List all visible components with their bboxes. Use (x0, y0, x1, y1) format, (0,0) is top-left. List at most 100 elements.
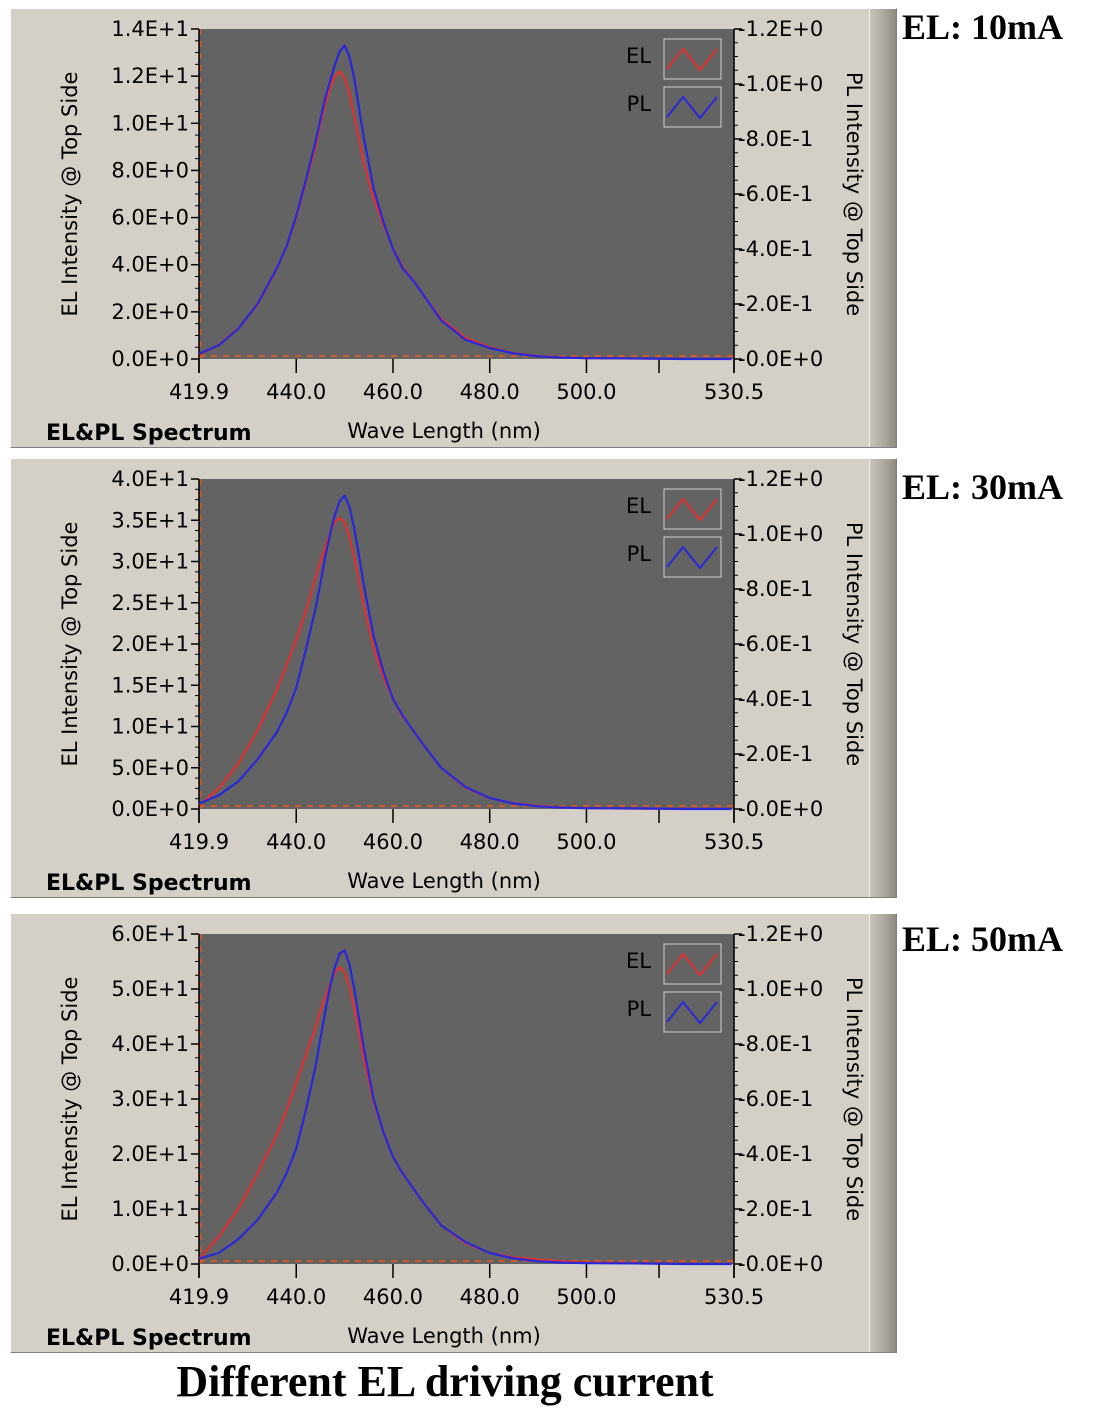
x-axis-label: Wave Length (nm) (347, 419, 541, 443)
x-axis-label: Wave Length (nm) (347, 1324, 541, 1348)
side-label-30ma: EL: 30mA (902, 467, 1063, 507)
legend-label-pl: PL (627, 92, 652, 116)
legend-swatch-line-el (666, 47, 718, 72)
panel-scroll-rail (869, 459, 896, 897)
legend-swatch-box (663, 943, 722, 985)
y-right-tick-label: -4.0E-1 (738, 1142, 813, 1166)
y-left-tick-label: 0.0E+0 (111, 1252, 189, 1276)
y-right-tick-label: -8.0E-1 (738, 127, 813, 151)
x-tick-label: 500.0 (556, 830, 616, 854)
x-tick-label: 530.5 (704, 830, 764, 854)
y-right-tick-label: -6.0E-1 (738, 182, 813, 206)
series-line-el (198, 965, 732, 1265)
y-left-tick-label: 6.0E+0 (111, 206, 189, 230)
legend-swatch-box (663, 38, 722, 80)
y-right-tick-label: -2.0E-1 (738, 292, 813, 316)
side-label-10ma: EL: 10mA (902, 7, 1063, 47)
y-left-tick-label: 8.0E+0 (111, 158, 189, 182)
panel-scroll-rail (869, 9, 896, 447)
series-line-pl (199, 949, 732, 1266)
y-right-tick-label: -6.0E-1 (738, 632, 813, 656)
x-tick-label: 460.0 (363, 830, 423, 854)
y-left-tick-label: 1.4E+1 (111, 17, 189, 41)
legend-swatch-box (663, 488, 722, 530)
y-right-tick-label: -1.2E+0 (738, 17, 823, 41)
series-line-pl (199, 44, 732, 361)
chart-panel-1: 0.0E+0 2.0E+0 4.0E+0 6.0E+0 8.0E+0 1.0E+1 1.2E… (10, 8, 897, 448)
legend-label-el: EL (626, 494, 651, 518)
x-tick-label: 460.0 (363, 380, 423, 404)
x-tick-label: 460.0 (363, 1285, 423, 1309)
legend-swatch-box (663, 536, 722, 578)
y-left-tick-label: 1.0E+1 (111, 1197, 189, 1221)
plot-area (199, 934, 734, 1264)
chart-panel-3: 0.0E+0 1.0E+1 2.0E+1 3.0E+1 4.0E+1 5.0E+1 6.0E… (10, 913, 897, 1353)
y-left-tick-label: 6.0E+1 (111, 922, 189, 946)
chart-title: EL&PL Spectrum (46, 1326, 252, 1351)
x-tick-label: 419.9 (169, 380, 229, 404)
plot-area (199, 479, 734, 809)
series-line-pl (199, 494, 732, 811)
y-left-tick-label: 1.0E+1 (111, 715, 189, 739)
legend-label-pl: PL (627, 997, 652, 1021)
y-right-tick-label: -4.0E-1 (738, 687, 813, 711)
x-tick-label: 419.9 (169, 1285, 229, 1309)
y-left-tick-label: 3.5E+1 (111, 508, 189, 532)
y-left-tick-label: 2.0E+1 (111, 632, 189, 656)
y-left-tick-label: 2.0E+0 (111, 300, 189, 324)
x-tick-label: 480.0 (460, 380, 520, 404)
y-right-tick-label: -1.2E+0 (738, 467, 823, 491)
y-right-tick-label: -4.0E-1 (738, 237, 813, 261)
y-right-tick-label: -0.0E+0 (738, 1252, 823, 1276)
y-left-tick-label: 1.5E+1 (111, 673, 189, 697)
y-left-tick-label: 4.0E+1 (111, 467, 189, 491)
legend-swatch-line-pl (666, 545, 718, 570)
y-left-axis-label: EL Intensity @ Top Side (58, 72, 82, 317)
y-right-tick-label: -1.0E+0 (738, 977, 823, 1001)
y-left-tick-label: 3.0E+1 (111, 550, 189, 574)
chart-title: EL&PL Spectrum (46, 871, 252, 896)
x-tick-label: 480.0 (460, 1285, 520, 1309)
legend-swatch-line-el (666, 952, 718, 977)
y-right-tick-label: -8.0E-1 (738, 1032, 813, 1056)
x-tick-label: 530.5 (704, 1285, 764, 1309)
legend-label-el: EL (626, 949, 651, 973)
legend-swatch-line-pl (666, 95, 718, 120)
y-left-axis-label: EL Intensity @ Top Side (58, 977, 82, 1222)
chart-svg-3: 0.0E+0 1.0E+1 2.0E+1 3.0E+1 4.0E+1 5.0E+1 6.0E… (46, 922, 866, 1351)
y-right-axis-label: PL Intensity @ Top Side (842, 522, 866, 766)
x-tick-label: 440.0 (266, 1285, 326, 1309)
footer-caption: Different EL driving current (176, 1357, 714, 1406)
plot-area (199, 29, 734, 359)
side-label-50ma: EL: 50mA (902, 919, 1063, 959)
x-tick-label: 500.0 (556, 1285, 616, 1309)
x-axis-label: Wave Length (nm) (347, 869, 541, 893)
y-left-tick-label: 5.0E+1 (111, 977, 189, 1001)
legend-swatch-line-pl (666, 1000, 718, 1025)
y-right-tick-label: -2.0E-1 (738, 742, 813, 766)
y-right-tick-label: -6.0E-1 (738, 1087, 813, 1111)
y-left-axis-label: EL Intensity @ Top Side (58, 522, 82, 767)
y-left-tick-label: 1.0E+1 (111, 111, 189, 135)
panel-scroll-rail (869, 914, 896, 1352)
y-right-axis-label: PL Intensity @ Top Side (842, 72, 866, 316)
x-tick-label: 440.0 (266, 830, 326, 854)
y-right-tick-label: -1.2E+0 (738, 922, 823, 946)
y-right-tick-label: -1.0E+0 (738, 72, 823, 96)
y-left-tick-label: 2.5E+1 (111, 591, 189, 615)
legend-swatch-line-el (666, 497, 718, 522)
chart-svg-1: 0.0E+0 2.0E+0 4.0E+0 6.0E+0 8.0E+0 1.0E+1 1.2E… (46, 17, 866, 446)
y-left-tick-label: 2.0E+1 (111, 1142, 189, 1166)
y-left-tick-label: 4.0E+1 (111, 1032, 189, 1056)
y-left-tick-label: 0.0E+0 (111, 347, 189, 371)
y-left-tick-label: 4.0E+0 (111, 253, 189, 277)
y-right-tick-label: -0.0E+0 (738, 797, 823, 821)
x-tick-label: 440.0 (266, 380, 326, 404)
y-right-tick-label: -2.0E-1 (738, 1197, 813, 1221)
x-tick-label: 530.5 (704, 380, 764, 404)
x-tick-label: 500.0 (556, 380, 616, 404)
legend-swatch-box (663, 86, 722, 128)
y-right-tick-label: -0.0E+0 (738, 347, 823, 371)
chart-title: EL&PL Spectrum (46, 421, 252, 446)
x-tick-label: 480.0 (460, 830, 520, 854)
